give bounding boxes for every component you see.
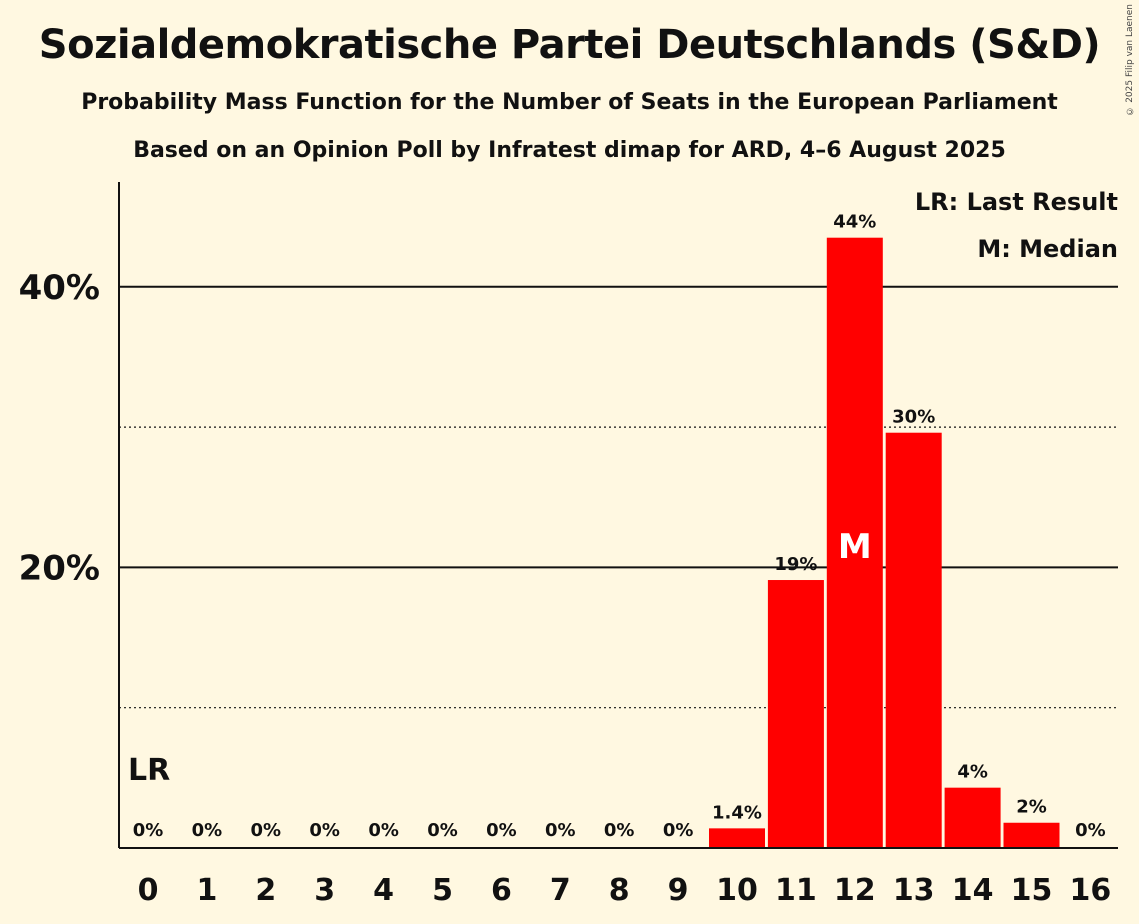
x-tick-label: 14 xyxy=(952,873,994,908)
data-label: 0% xyxy=(427,820,458,841)
legend-median: M: Median xyxy=(977,235,1118,263)
data-label: 0% xyxy=(545,820,576,841)
chart-subtitle: Probability Mass Function for the Number… xyxy=(81,90,1058,115)
x-tick-label: 4 xyxy=(373,873,394,908)
bar-10 xyxy=(709,828,765,848)
chart-source-subtitle: Based on an Opinion Poll by Infratest di… xyxy=(133,138,1006,163)
chart-title: Sozialdemokratische Partei Deutschlands … xyxy=(38,22,1101,68)
bar-13 xyxy=(885,432,942,848)
data-label: 44% xyxy=(833,212,876,233)
x-tick-label: 12 xyxy=(834,873,876,908)
bar-12 xyxy=(826,237,883,848)
x-tick-label: 13 xyxy=(893,873,935,908)
bar-14 xyxy=(944,787,1001,848)
data-label: 0% xyxy=(368,820,399,841)
x-tick-label: 0 xyxy=(138,873,159,908)
median-marker: M xyxy=(838,527,872,567)
y-tick-label: 20% xyxy=(19,548,100,588)
x-tick-label: 3 xyxy=(314,873,335,908)
bar-11 xyxy=(767,580,824,848)
x-tick-label: 11 xyxy=(775,873,817,908)
x-tick-label: 2 xyxy=(255,873,276,908)
legend-last-result: LR: Last Result xyxy=(915,188,1118,216)
x-tick-label: 16 xyxy=(1070,873,1112,908)
data-label: 0% xyxy=(309,820,340,841)
data-label: 4% xyxy=(957,762,988,783)
x-tick-label: 5 xyxy=(432,873,453,908)
x-tick-label: 7 xyxy=(550,873,571,908)
data-label: 0% xyxy=(133,820,164,841)
x-tick-label: 10 xyxy=(716,873,758,908)
bar-15 xyxy=(1003,822,1060,848)
y-tick-label: 40% xyxy=(19,268,100,308)
x-tick-label: 1 xyxy=(196,873,217,908)
data-label: 0% xyxy=(486,820,517,841)
data-label: 1.4% xyxy=(712,802,762,823)
data-label: 30% xyxy=(892,407,935,428)
x-tick-label: 8 xyxy=(609,873,630,908)
x-tick-label: 9 xyxy=(668,873,689,908)
data-label: 0% xyxy=(251,820,282,841)
data-label: 0% xyxy=(1075,820,1106,841)
data-label: 19% xyxy=(774,554,817,575)
last-result-marker: LR xyxy=(128,753,170,788)
data-label: 0% xyxy=(663,820,694,841)
data-label: 0% xyxy=(604,820,635,841)
data-label: 2% xyxy=(1016,797,1047,818)
x-tick-label: 6 xyxy=(491,873,512,908)
data-label: 0% xyxy=(192,820,223,841)
x-tick-label: 15 xyxy=(1011,873,1053,908)
